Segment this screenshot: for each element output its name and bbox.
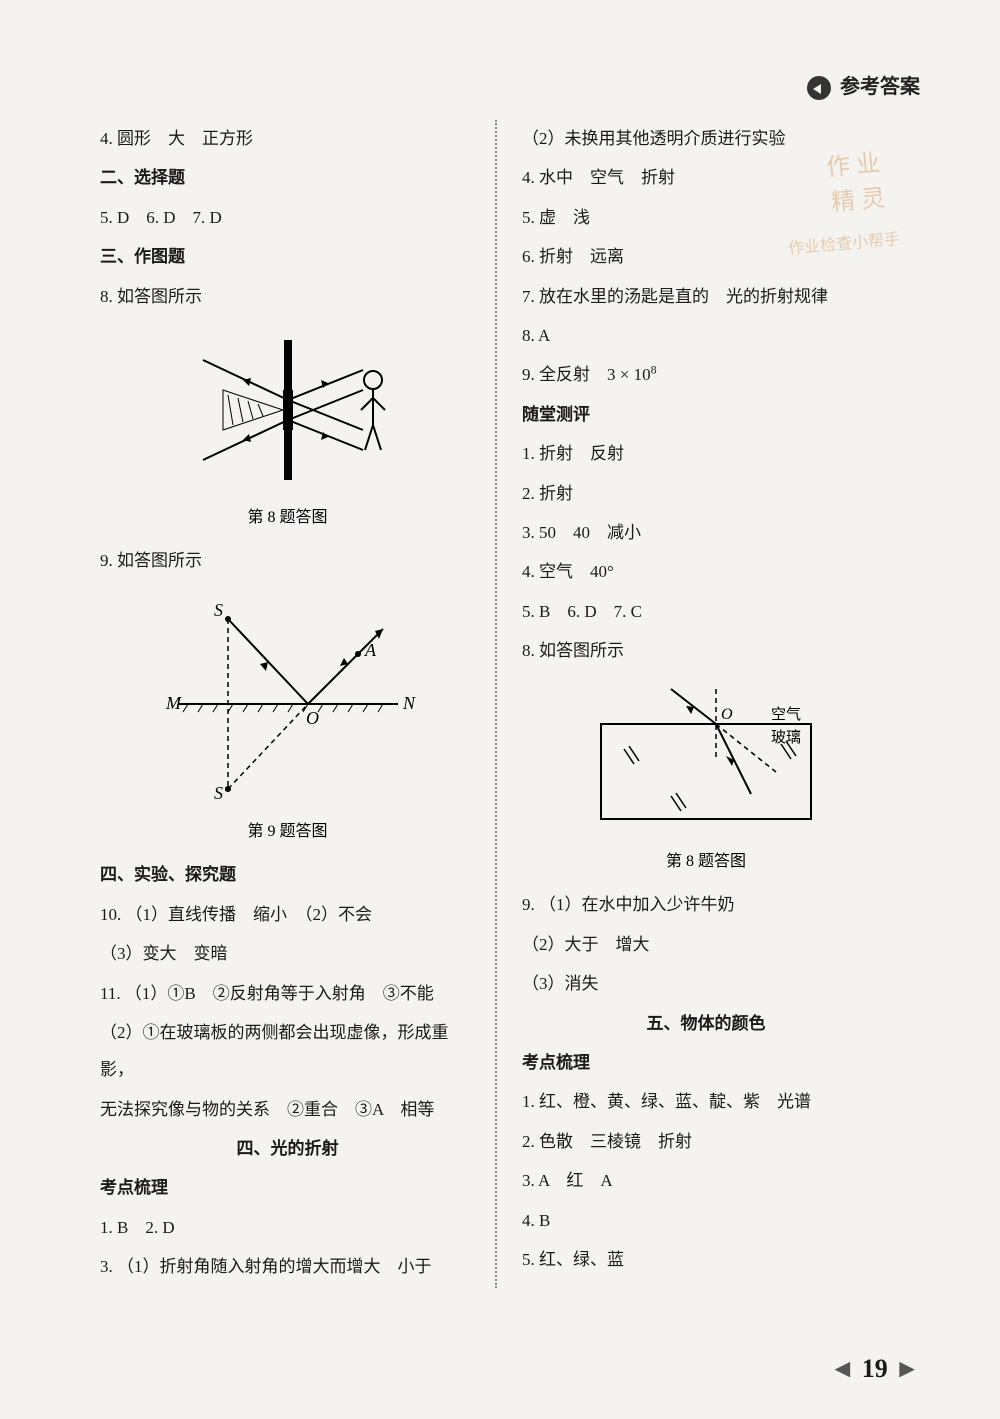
answer-line: 2. 折射 <box>522 475 890 512</box>
back-arrow-icon <box>807 76 831 100</box>
section-heading: 四、实验、探究题 <box>100 856 475 893</box>
section-heading: 三、作图题 <box>100 238 475 275</box>
answer-line: （2）未换用其他透明介质进行实验 <box>522 120 890 157</box>
answer-line: 无法探究像与物的关系 ②重合 ③A 相等 <box>100 1091 475 1128</box>
answer-line: 4. 空气 40° <box>522 553 890 590</box>
svg-text:M: M <box>165 693 182 713</box>
svg-text:S: S <box>214 600 223 620</box>
answer-line: 6. 折射 远离 <box>522 238 890 275</box>
left-column: 4. 圆形 大 正方形 二、选择题 5. D 6. D 7. D 三、作图题 8… <box>100 120 495 1288</box>
optics-diagram-icon <box>173 330 403 490</box>
answer-line: 11. （1）①B ②反射角等于入射角 ③不能 <box>100 975 475 1012</box>
figure-caption: 第 9 题答图 <box>100 817 475 841</box>
answer-line: 5. 红、绿、蓝 <box>522 1241 890 1278</box>
answer-line: 1. 折射 反射 <box>522 435 890 472</box>
section-heading: 考点梳理 <box>100 1169 475 1206</box>
answer-line: 4. 圆形 大 正方形 <box>100 120 475 157</box>
answer-line: 9. 如答图所示 <box>100 542 475 579</box>
answer-line: 3. （1）折射角随入射角的增大而增大 小于 <box>100 1248 475 1285</box>
page-header: 参考答案 <box>807 70 920 100</box>
answer-line: 2. 色散 三棱镜 折射 <box>522 1123 890 1160</box>
figure-8-diagram: 第 8 题答图 <box>100 330 475 527</box>
answer-line: 9. （1）在水中加入少许牛奶 <box>522 886 890 923</box>
section-heading: 随堂测评 <box>522 396 890 433</box>
svg-text:A: A <box>364 640 377 660</box>
svg-text:空气: 空气 <box>771 706 801 723</box>
answer-line: 9. 全反射 3 × 108 <box>522 356 890 393</box>
answer-line: 10. （1）直线传播 缩小 （2）不会 <box>100 896 475 933</box>
answer-line: 4. 水中 空气 折射 <box>522 159 890 196</box>
refraction-diagram-icon: O 空气 玻璃 <box>576 684 836 834</box>
answer-line: 4. B <box>522 1202 890 1239</box>
svg-text:S': S' <box>214 783 228 803</box>
right-column: （2）未换用其他透明介质进行实验 4. 水中 空气 折射 5. 虚 浅 6. 折… <box>495 120 890 1288</box>
section-heading: 二、选择题 <box>100 159 475 196</box>
section-heading: 四、光的折射 <box>100 1130 475 1167</box>
answer-line: 8. 如答图所示 <box>100 278 475 315</box>
figure-9-diagram: S S' A M N O 第 9 题答图 <box>100 594 475 841</box>
page-number: 19 <box>830 1354 920 1384</box>
section-heading: 考点梳理 <box>522 1044 890 1081</box>
content-columns: 4. 圆形 大 正方形 二、选择题 5. D 6. D 7. D 三、作图题 8… <box>100 120 930 1288</box>
svg-text:N: N <box>402 693 416 713</box>
figure-caption: 第 8 题答图 <box>100 503 475 527</box>
answer-line: 8. 如答图所示 <box>522 632 890 669</box>
svg-text:玻璃: 玻璃 <box>771 729 801 746</box>
answer-line: 5. D 6. D 7. D <box>100 199 475 236</box>
answer-line: 7. 放在水里的汤匙是直的 光的折射规律 <box>522 278 890 315</box>
answer-line: 3. 50 40 减小 <box>522 514 890 551</box>
answer-line: （3）变大 变暗 <box>100 935 475 972</box>
figure-8r-diagram: O 空气 玻璃 第 8 题答图 <box>522 684 890 871</box>
figure-caption: 第 8 题答图 <box>522 847 890 871</box>
answer-line: （2）大于 增大 <box>522 926 890 963</box>
section-heading: 五、物体的颜色 <box>522 1005 890 1042</box>
svg-text:O: O <box>721 706 733 723</box>
answer-line: 1. B 2. D <box>100 1209 475 1246</box>
answer-line: 5. B 6. D 7. C <box>522 593 890 630</box>
answer-line: 1. 红、橙、黄、绿、蓝、靛、紫 光谱 <box>522 1083 890 1120</box>
answer-line: 8. A <box>522 317 890 354</box>
answer-line: （2）①在玻璃板的两侧都会出现虚像，形成重影， <box>100 1014 475 1089</box>
answer-line: 5. 虚 浅 <box>522 199 890 236</box>
reflection-diagram-icon: S S' A M N O <box>158 594 418 804</box>
answer-line: （3）消失 <box>522 965 890 1002</box>
svg-text:O: O <box>306 708 319 728</box>
header-title: 参考答案 <box>840 76 920 98</box>
answer-line: 3. A 红 A <box>522 1162 890 1199</box>
